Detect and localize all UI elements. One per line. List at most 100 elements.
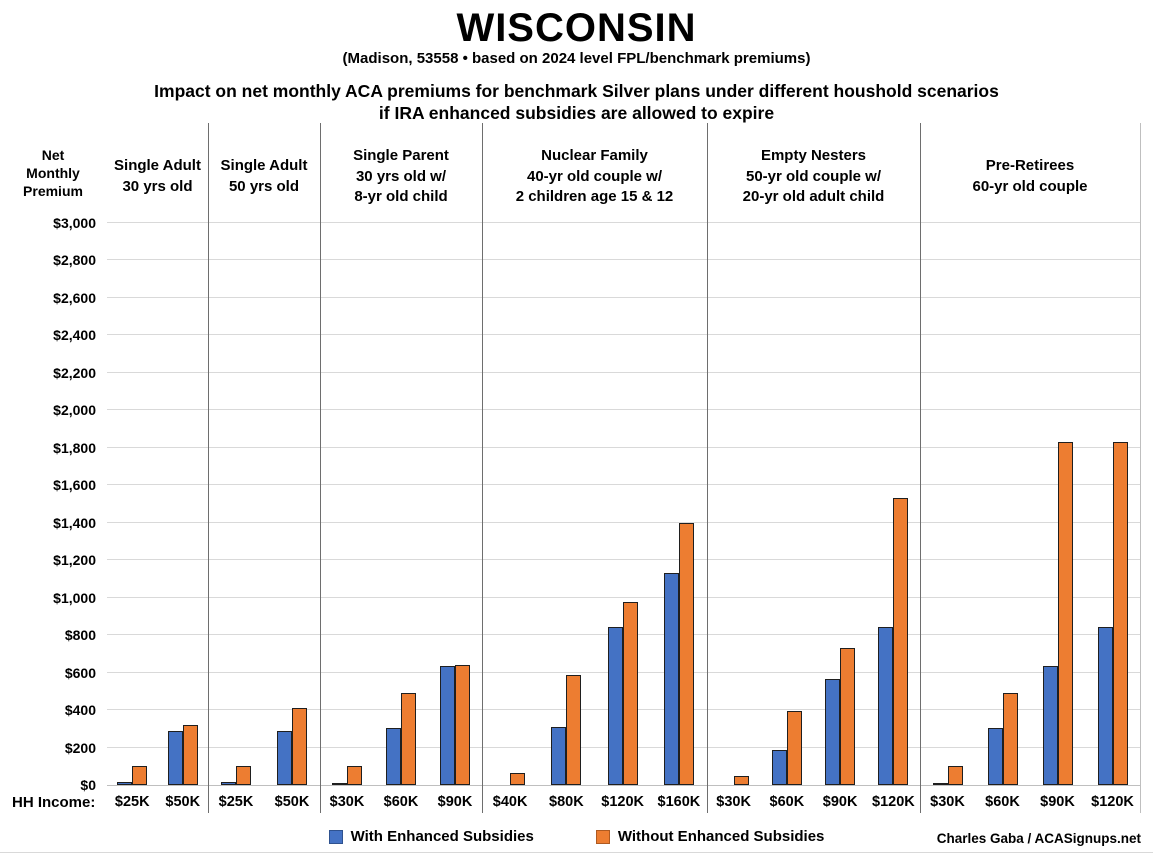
y-tick-label: $400 (64, 702, 96, 719)
bar-with-subsidies (1042, 666, 1058, 785)
group-header-line: Empty Nesters (760, 146, 867, 164)
bar-without-subsidies (566, 675, 582, 785)
chart-headline-line2: if IRA enhanced subsidies are allowed to… (378, 102, 775, 123)
income-label: $60K (985, 794, 1020, 810)
gridline (107, 559, 1140, 561)
income-label: $60K (769, 794, 805, 810)
gridline (107, 259, 1140, 261)
group-header-line: 60-yr old couple (972, 178, 1088, 195)
y-tick-label: $2,400 (53, 327, 96, 344)
group-header-line: 30 yrs old (122, 178, 193, 195)
group-separator (320, 123, 321, 813)
income-label: $30K (329, 794, 365, 810)
y-tick-label: $600 (64, 664, 96, 681)
bar-without-subsidies (132, 766, 148, 785)
y-axis-title: Net Monthly Premium (23, 147, 83, 200)
income-label: $160K (657, 794, 701, 810)
bar-without-subsidies (510, 773, 526, 785)
bar-with-subsidies (825, 679, 841, 785)
income-label: $25K (114, 794, 150, 810)
group-header-line: 50-yr old couple w/ (745, 167, 882, 185)
bar-with-subsidies (932, 783, 948, 785)
y-tick-label: $2,000 (53, 402, 96, 419)
bottom-divider (0, 852, 1153, 853)
group-header-line: Pre-Retirees (985, 157, 1075, 175)
y-tick-label: $0 (80, 777, 96, 793)
group-header: Single Parent 30 yrs old w/8-yr old child (320, 133, 482, 221)
income-label: $120K (1091, 794, 1134, 810)
page-title: WISCONSIN (456, 6, 697, 50)
legend: With Enhanced Subsidies Without Enhanced… (0, 828, 1153, 845)
bar-without-subsidies (455, 665, 470, 785)
group-header-line: 30 yrs old w/ (355, 167, 447, 185)
y-tick-label: $3,000 (53, 215, 96, 231)
bar-without-subsidies (182, 725, 198, 785)
group-header-line: Nuclear Family (541, 146, 648, 164)
bar-without-subsidies (733, 776, 749, 785)
bar-with-subsidies (663, 573, 679, 785)
group-separator (208, 123, 209, 813)
chart-headline-line1: Impact on net monthly ACA premiums for b… (154, 81, 999, 101)
gridline (107, 334, 1140, 336)
chart-headline: Impact on net monthly ACA premiums for b… (0, 81, 1153, 125)
group-header: Empty Nesters 50-yr old couple w/20-yr ol… (707, 133, 920, 221)
bar-with-subsidies (221, 782, 236, 785)
group-header: Nuclear Family 40-yr old couple w/2 child… (482, 133, 707, 221)
group-header-line: Single Parent (353, 146, 449, 164)
legend-swatch-orange-icon (595, 829, 610, 844)
bar-with-subsidies (117, 782, 133, 785)
legend-item-without-subsidies: Without Enhanced Subsidies (595, 828, 824, 845)
group-header-line: Single Adult (220, 157, 308, 175)
plot-right-edge (1140, 123, 1141, 813)
bar-without-subsidies (893, 498, 909, 785)
group-header-line: 20-yr old adult child (742, 188, 885, 206)
income-label: $30K (716, 794, 751, 810)
bar-with-subsidies (167, 731, 183, 785)
income-label: $50K (274, 794, 310, 810)
bar-with-subsidies (771, 750, 787, 785)
group-header-line: 40-yr old couple w/ (526, 167, 663, 185)
bar-without-subsidies (840, 648, 856, 785)
y-tick-label: $1,600 (53, 477, 96, 494)
legend-label-with-subsidies: With Enhanced Subsidies (350, 828, 534, 845)
bar-without-subsidies (947, 766, 963, 785)
group-header: Single Adult 30 yrs old (107, 133, 208, 221)
y-tick-label: $2,600 (53, 289, 96, 306)
bar-without-subsidies (1112, 442, 1128, 785)
gridline (107, 222, 1140, 223)
bar-without-subsidies (1057, 442, 1073, 785)
y-tick-label: $2,200 (53, 364, 96, 381)
gridline (107, 521, 1140, 523)
y-tick-label: $2,800 (53, 252, 96, 269)
bar-with-subsidies (386, 728, 401, 785)
bar-with-subsidies (987, 728, 1003, 785)
y-tick-label: $1,400 (53, 514, 96, 531)
group-header-line: Single Adult (114, 157, 201, 175)
income-label: $30K (930, 794, 965, 810)
income-label: $120K (601, 794, 644, 810)
bar-with-subsidies (607, 627, 623, 785)
gridline (107, 446, 1140, 448)
legend-swatch-blue-icon (328, 829, 343, 844)
bar-with-subsidies (551, 727, 567, 785)
bar-without-subsidies (622, 602, 638, 785)
y-tick-label: $1,000 (53, 589, 96, 606)
bar-without-subsidies (347, 766, 362, 785)
y-tick-label: $1,200 (53, 552, 96, 569)
group-header-line: 8-yr old child (354, 188, 448, 206)
group-header: Pre-Retirees 60-yr old couple (920, 133, 1140, 221)
bar-with-subsidies (332, 783, 347, 785)
income-label: $50K (165, 794, 201, 810)
group-separator (482, 123, 483, 813)
credit-line: Charles Gaba / ACASignups.net (936, 831, 1141, 846)
bar-without-subsidies (292, 708, 307, 785)
income-label: $90K (437, 794, 473, 810)
income-label: $60K (383, 794, 419, 810)
legend-item-with-subsidies: With Enhanced Subsidies (328, 828, 534, 845)
bar-with-subsidies (1097, 627, 1113, 785)
group-separator (920, 123, 921, 813)
bar-without-subsidies (1002, 693, 1018, 785)
income-label: $120K (872, 794, 915, 810)
bar-with-subsidies (878, 627, 894, 785)
